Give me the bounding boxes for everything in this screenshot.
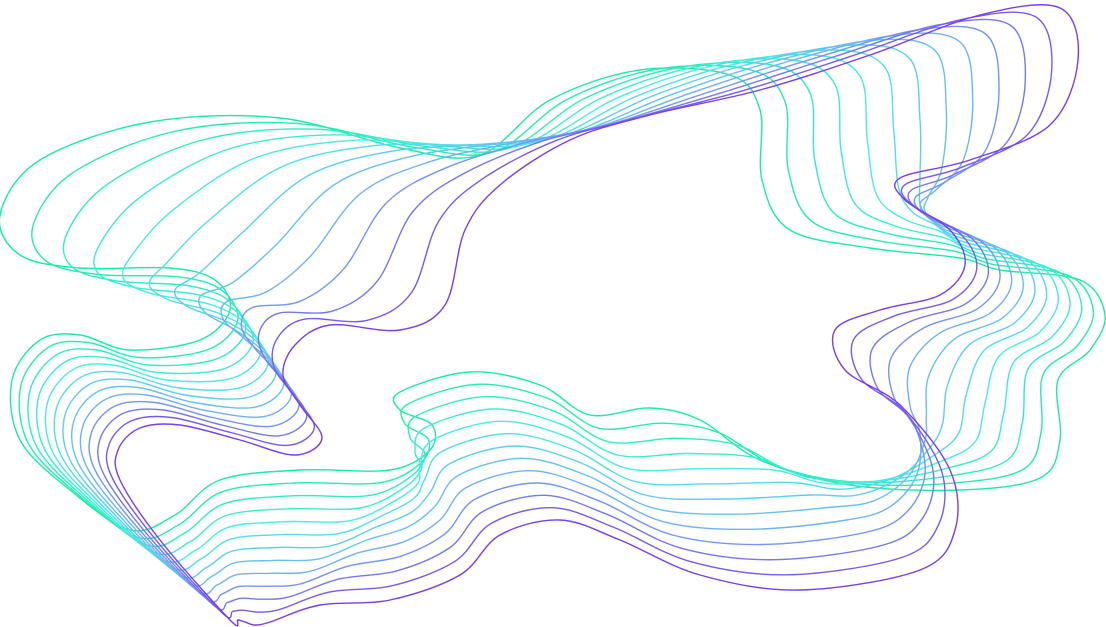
contour-line bbox=[36, 58, 1071, 556]
contour-line bbox=[18, 64, 1095, 540]
contour-line bbox=[62, 44, 1036, 579]
contour-line bbox=[70, 38, 1025, 587]
contour-line bbox=[27, 61, 1083, 548]
contour-line bbox=[0, 67, 1106, 532]
contour-line-group bbox=[0, 4, 1106, 627]
contour-line bbox=[97, 18, 1027, 611]
contour-line bbox=[79, 32, 1013, 595]
contour-line bbox=[114, 4, 1080, 627]
contour-line bbox=[105, 11, 1053, 619]
